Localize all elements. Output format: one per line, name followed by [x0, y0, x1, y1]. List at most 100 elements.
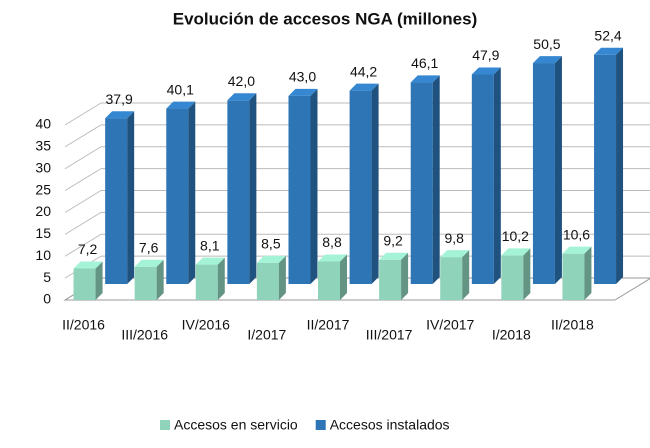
grid-line — [64, 211, 102, 235]
value-label: 9,8 — [444, 230, 464, 246]
x-tick-label: II/2017 — [307, 317, 350, 333]
bar — [532, 63, 555, 284]
bar-top — [562, 246, 592, 254]
bar-top — [134, 259, 164, 267]
bar — [166, 108, 189, 284]
y-tick-label: 10 — [35, 247, 51, 263]
bar-side — [371, 83, 379, 284]
bar-side — [401, 252, 409, 300]
bar — [594, 54, 617, 284]
grid-line — [64, 146, 102, 170]
y-tick-label: 20 — [35, 203, 51, 219]
bar — [379, 259, 402, 300]
value-label: 8,5 — [261, 236, 281, 252]
value-label: 9,2 — [383, 232, 403, 248]
x-tick-label: I/2018 — [492, 327, 531, 343]
value-label: 8,1 — [200, 237, 220, 253]
x-tick-label: II/2016 — [62, 317, 105, 333]
bar-top — [256, 255, 286, 263]
bar — [227, 100, 250, 284]
y-tick-label: 30 — [35, 159, 51, 175]
grid-line — [64, 102, 102, 126]
bar-side — [188, 101, 196, 284]
bar-top — [288, 88, 318, 96]
bar — [195, 264, 218, 300]
y-tick-label: 40 — [35, 116, 51, 132]
bar-side — [95, 261, 103, 300]
bar-side — [584, 246, 592, 300]
bar-side — [278, 255, 286, 300]
y-tick-label: 25 — [35, 181, 51, 197]
bar-side — [462, 250, 470, 300]
grid-line — [64, 233, 102, 257]
bar-top — [594, 47, 624, 55]
value-label: 47,9 — [472, 47, 499, 63]
bar-top — [105, 111, 135, 119]
value-label: 44,2 — [350, 63, 377, 79]
chart-title: Evolución de accesos NGA (millones) — [173, 9, 478, 28]
grid-line — [64, 124, 102, 148]
value-label: 10,6 — [563, 226, 590, 242]
legend-swatch — [315, 420, 326, 430]
value-label: 42,0 — [228, 73, 255, 89]
x-tick-label: III/2017 — [366, 327, 413, 343]
bar-top — [532, 56, 562, 64]
bar-side — [156, 259, 164, 300]
bar — [440, 257, 463, 300]
x-tick-label: IV/2016 — [182, 317, 230, 333]
value-label: 10,2 — [502, 228, 529, 244]
bar-top — [349, 83, 379, 91]
legend-swatch — [160, 420, 170, 430]
bar — [73, 268, 96, 300]
value-label: 46,1 — [411, 55, 438, 71]
bar — [501, 255, 524, 300]
value-label: 7,6 — [139, 239, 159, 255]
bar-top — [379, 252, 409, 260]
x-tick-label: I/2017 — [247, 327, 286, 343]
value-label: 7,2 — [78, 241, 98, 257]
bar — [410, 82, 433, 284]
legend-label: Accesos en servicio — [174, 417, 298, 433]
x-tick-label: IV/2017 — [426, 317, 474, 333]
bar-side — [432, 75, 440, 284]
bar-top — [318, 254, 347, 262]
bar-side — [249, 93, 257, 284]
value-label: 52,4 — [594, 27, 621, 43]
bar — [105, 118, 128, 284]
bar-top — [195, 257, 225, 265]
bar-top — [501, 248, 531, 256]
x-tick-label: III/2016 — [121, 327, 168, 343]
y-tick-label: 15 — [35, 225, 51, 241]
bar-side — [616, 47, 624, 284]
value-label: 43,0 — [289, 69, 316, 85]
grid-line — [64, 190, 102, 213]
bar-side — [310, 88, 318, 284]
bar — [471, 74, 494, 284]
bar — [134, 266, 157, 300]
y-tick-label: 35 — [35, 138, 51, 154]
bar-side — [523, 248, 531, 300]
value-label: 37,9 — [106, 91, 133, 107]
y-tick-label: 5 — [43, 269, 51, 285]
legend-label: Accesos instalados — [330, 417, 450, 433]
x-tick-label: II/2018 — [551, 317, 594, 333]
grid-line — [64, 168, 102, 192]
bar-top — [440, 250, 470, 258]
bar-top — [410, 75, 440, 83]
bar-top — [166, 101, 196, 109]
bar — [562, 253, 585, 300]
bar-side — [127, 111, 135, 284]
bar-side — [554, 56, 562, 284]
bar — [288, 95, 311, 284]
bar-top — [471, 67, 501, 75]
value-label: 40,1 — [167, 81, 194, 97]
bar — [256, 262, 279, 300]
bar — [349, 90, 372, 284]
value-label: 8,8 — [322, 234, 342, 250]
bar-top — [227, 93, 257, 101]
bar-side — [340, 254, 347, 300]
bar — [318, 261, 340, 300]
bar-top — [73, 261, 103, 269]
y-tick-label: 0 — [43, 291, 51, 307]
